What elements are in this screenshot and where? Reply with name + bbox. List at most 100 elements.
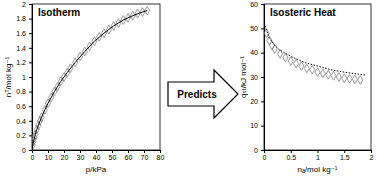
y-tick-mark <box>29 150 32 151</box>
y-tick-label: 30 <box>250 74 258 81</box>
data-point <box>299 62 304 71</box>
y-tick-mark <box>29 62 32 63</box>
data-point <box>336 73 341 82</box>
x-tick-mark <box>160 150 161 153</box>
x-tick: 0.5 <box>286 150 296 161</box>
y-tick: 0 <box>22 147 32 154</box>
x-tick: 60 <box>125 150 133 161</box>
x-tick-label: 1.5 <box>340 154 350 161</box>
y-tick-mark <box>29 19 32 20</box>
x-axis: 01020304050607080 <box>31 150 165 161</box>
fit-line <box>32 11 147 150</box>
x-tick-label: 30 <box>77 154 85 161</box>
x-axis: 0 0.5 1 1.5 2 <box>263 150 374 161</box>
x-tick-mark <box>48 150 49 153</box>
x-tick-label: 2 <box>370 154 374 161</box>
x-tick-mark <box>371 150 372 153</box>
y-tick-mark <box>29 48 32 49</box>
y-tick-mark <box>261 77 264 78</box>
x-tick: 0 <box>31 150 35 161</box>
y-tick: 0.4 <box>16 118 32 125</box>
x-tick-mark <box>96 150 97 153</box>
y-tick: 0.6 <box>16 103 32 110</box>
y-axis-line <box>261 5 265 151</box>
y-tick-label: 0 <box>22 147 26 154</box>
x-axis-line <box>33 151 161 154</box>
y-axis: 0 0.2 0.4 0.6 0.8 1 1.2 1.4 1.6 1.8 2 <box>16 1 32 154</box>
x-tick: 10 <box>45 150 53 161</box>
data-point <box>294 59 299 68</box>
data-point <box>310 65 315 74</box>
y-tick-label: 40 <box>250 49 258 56</box>
x-tick-label: 1 <box>316 154 320 161</box>
annotation: Predicts <box>177 89 217 100</box>
x-tick-mark <box>128 150 129 153</box>
x-tick-mark <box>144 150 145 153</box>
chart: 00.511.520102030405060nₐ/mol kg⁻¹qₛₜ/kJ … <box>239 1 374 174</box>
data-point <box>264 29 269 38</box>
x-tick-label: 80 <box>157 154 165 161</box>
x-tick-label: 0 <box>263 154 267 161</box>
y-tick-mark <box>261 4 264 5</box>
y-tick-label: 1 <box>22 74 26 81</box>
x-tick-label: 0.5 <box>286 154 296 161</box>
figure: 0102030405060708000.20.40.60.811.21.41.6… <box>0 0 378 176</box>
x-tick-mark <box>291 150 292 153</box>
y-tick-label: 1.6 <box>16 30 26 37</box>
x-tick-label: 20 <box>61 154 69 161</box>
y-tick: 1 <box>22 74 32 81</box>
y-tick: 10 <box>250 122 264 129</box>
data-point <box>347 74 352 83</box>
y-tick-label: 0.6 <box>16 103 26 110</box>
x-tick-label: 40 <box>93 154 101 161</box>
data-point <box>288 57 293 66</box>
y-tick-label: 1.4 <box>16 45 26 52</box>
y-tick-mark <box>261 28 264 29</box>
y-tick-label: 1.2 <box>16 59 26 66</box>
y-tick: 20 <box>250 98 264 105</box>
x-tick-label: 50 <box>109 154 117 161</box>
y-tick-mark <box>29 135 32 136</box>
data-point <box>304 64 309 73</box>
y-tick: 1.8 <box>16 15 32 22</box>
plot-frame <box>264 4 371 150</box>
x-tick-mark <box>318 150 319 153</box>
arrow-shape <box>168 70 238 118</box>
y-tick-mark <box>261 101 264 102</box>
plot-frame <box>32 4 160 150</box>
x-tick-mark <box>344 150 345 153</box>
y-tick-label: 0.8 <box>16 88 26 95</box>
x-tick: 1.5 <box>340 150 350 161</box>
x-tick: 40 <box>93 150 101 161</box>
y-tick: 0.2 <box>16 132 32 139</box>
y-tick-label: 10 <box>250 122 258 129</box>
y-tick: 1.4 <box>16 45 32 52</box>
data-point <box>270 41 275 50</box>
y-tick: 0.8 <box>16 88 32 95</box>
y-tick-mark <box>261 126 264 127</box>
y-tick: 40 <box>250 49 264 56</box>
data-point <box>342 74 347 83</box>
x-tick: 80 <box>157 150 165 161</box>
chart: 0102030405060708000.20.40.60.811.21.41.6… <box>4 1 165 174</box>
y-axis-line <box>29 5 33 151</box>
data-point <box>358 76 363 85</box>
x-tick-mark <box>112 150 113 153</box>
y-tick-label: 2 <box>22 1 26 8</box>
y-tick: 1.2 <box>16 59 32 66</box>
arrow: Predicts <box>168 70 238 118</box>
y-tick: 2 <box>22 1 32 8</box>
y-tick: 50 <box>250 25 264 32</box>
x-tick: 0 <box>263 150 267 161</box>
x-tick-label: 0 <box>31 154 35 161</box>
y-axis-title: nᵀ/mol kg⁻¹ <box>4 56 13 97</box>
y-tick-label: 0.2 <box>16 132 26 139</box>
y-tick-label: 50 <box>250 25 258 32</box>
x-tick-label: 60 <box>125 154 133 161</box>
y-tick: 60 <box>250 1 264 8</box>
data-point <box>331 71 336 80</box>
plot-area <box>264 26 365 84</box>
chart-title: Isosteric Heat <box>270 7 336 18</box>
y-tick: 30 <box>250 74 264 81</box>
chart-title: Isotherm <box>38 7 80 18</box>
